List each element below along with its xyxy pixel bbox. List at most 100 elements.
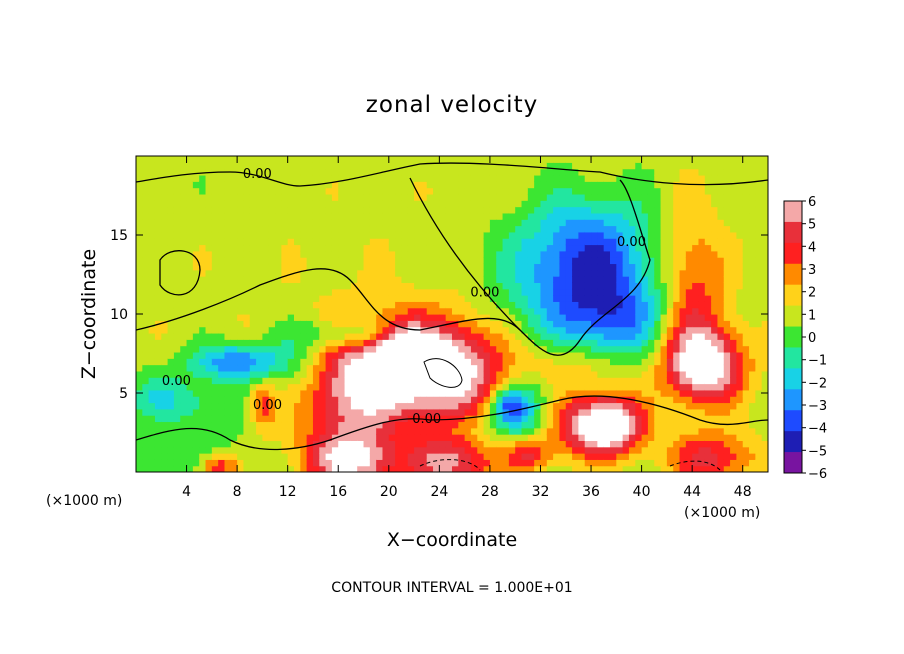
heatmap-cell — [628, 250, 636, 258]
heatmap-cell — [666, 434, 674, 441]
heatmap-cell — [591, 200, 598, 208]
heatmap-cell — [376, 187, 384, 195]
heatmap-cell — [294, 244, 301, 252]
heatmap-cell — [319, 282, 327, 290]
heatmap-cell — [350, 168, 358, 176]
heatmap-cell — [237, 244, 245, 252]
heatmap-cell — [369, 434, 377, 441]
heatmap-cell — [711, 377, 719, 385]
heatmap-cell — [211, 295, 219, 302]
heatmap-cell — [205, 244, 213, 252]
heatmap-cell — [281, 168, 289, 176]
heatmap-cell — [452, 389, 459, 397]
heatmap-cell — [376, 332, 384, 340]
heatmap-cell — [641, 307, 649, 315]
heatmap-cell — [635, 358, 643, 366]
heatmap-cell — [407, 212, 415, 220]
heatmap-cell — [597, 288, 605, 296]
heatmap-cell — [211, 206, 219, 214]
heatmap-cell — [420, 364, 428, 372]
heatmap-cell — [186, 351, 194, 359]
heatmap-cell — [388, 276, 396, 283]
heatmap-cell — [180, 269, 188, 277]
heatmap-cell — [546, 156, 554, 163]
heatmap-cell — [331, 402, 339, 410]
heatmap-cell — [591, 370, 598, 378]
heatmap-cell — [654, 295, 662, 302]
heatmap-cell — [742, 339, 750, 347]
heatmap-cell — [426, 301, 434, 309]
heatmap-cell — [256, 269, 263, 277]
heatmap-cell — [433, 459, 440, 467]
heatmap-cell — [154, 421, 162, 429]
heatmap-cell — [736, 345, 744, 353]
heatmap-cell — [148, 282, 156, 290]
heatmap-cell — [275, 421, 282, 429]
heatmap-cell — [249, 212, 257, 220]
heatmap-cell — [395, 206, 403, 214]
heatmap-cell — [723, 244, 731, 252]
heatmap-cell — [338, 301, 346, 309]
heatmap-cell — [477, 427, 485, 435]
heatmap-cell — [483, 370, 491, 378]
heatmap-cell — [319, 351, 327, 359]
heatmap-cell — [711, 257, 719, 265]
heatmap-cell — [281, 408, 289, 416]
heatmap-cell — [439, 219, 447, 227]
heatmap-cell — [363, 301, 371, 309]
heatmap-cell — [515, 314, 523, 321]
heatmap-cell — [243, 421, 251, 429]
heatmap-cell — [186, 301, 194, 309]
heatmap-cell — [591, 288, 598, 296]
heatmap-cell — [559, 421, 567, 429]
heatmap-cell — [527, 257, 535, 265]
heatmap-cell — [553, 465, 561, 472]
heatmap-cell — [692, 427, 700, 435]
heatmap-cell — [508, 301, 516, 309]
heatmap-cell — [344, 212, 352, 220]
heatmap-cell — [319, 301, 327, 309]
heatmap-cell — [496, 257, 504, 265]
heatmap-cell — [761, 263, 768, 271]
heatmap-cell — [704, 434, 712, 441]
heatmap-cell — [464, 383, 472, 391]
heatmap-cell — [496, 389, 504, 397]
heatmap-cell — [578, 434, 586, 441]
heatmap-cell — [647, 162, 655, 170]
heatmap-cell — [268, 345, 276, 353]
heatmap-cell — [382, 453, 390, 460]
heatmap-cell — [717, 383, 725, 391]
heatmap-cell — [730, 200, 737, 208]
heatmap-cell — [635, 181, 643, 189]
heatmap-cell — [641, 244, 649, 252]
heatmap-cell — [306, 320, 314, 328]
heatmap-cell — [249, 307, 257, 315]
heatmap-cell — [414, 459, 421, 467]
heatmap-cell — [711, 332, 719, 340]
heatmap-cell — [477, 396, 485, 404]
heatmap-cell — [388, 181, 396, 189]
heatmap-cell — [610, 307, 617, 315]
heatmap-cell — [515, 187, 523, 195]
heatmap-cell — [300, 301, 308, 309]
heatmap-cell — [300, 168, 308, 176]
heatmap-cell — [749, 389, 756, 397]
heatmap-cell — [736, 257, 744, 265]
heatmap-cell — [211, 282, 219, 290]
heatmap-cell — [218, 282, 226, 290]
heatmap-cell — [426, 389, 434, 397]
heatmap-cell — [641, 408, 649, 416]
heatmap-cell — [654, 377, 662, 385]
heatmap-cell — [679, 250, 687, 258]
heatmap-cell — [173, 440, 181, 448]
heatmap-cell — [654, 219, 662, 227]
heatmap-cell — [180, 295, 188, 302]
heatmap-cell — [148, 238, 156, 246]
heatmap-cell — [755, 168, 763, 176]
heatmap-cell — [433, 181, 440, 189]
heatmap-cell — [224, 383, 232, 391]
heatmap-cell — [369, 307, 377, 315]
heatmap-cell — [704, 187, 712, 195]
heatmap-cell — [281, 174, 289, 182]
heatmap-cell — [483, 408, 491, 416]
